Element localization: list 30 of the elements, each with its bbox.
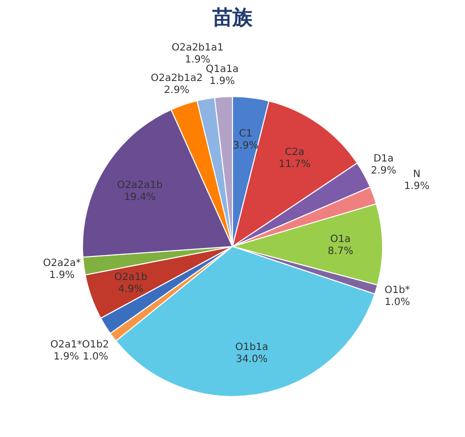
slice-label: O2a1b: [114, 272, 148, 283]
slice-label: C2a: [284, 147, 304, 158]
slice-label: O2a2b1a2: [150, 72, 203, 84]
data-label: 1.9%: [54, 351, 79, 362]
slice-label: D1a: [373, 153, 394, 164]
data-label: 1.9%: [210, 76, 235, 87]
slice-label: N: [413, 168, 421, 180]
chart-title: 苗族: [212, 6, 254, 29]
slice-label: O1b2: [82, 340, 109, 351]
slice-label: O1b*: [384, 284, 410, 296]
data-label: 1.9%: [49, 270, 75, 281]
slice-label: O2a1*: [50, 339, 82, 350]
data-label: 8.7%: [328, 246, 354, 257]
slice-label: Q1a1a: [206, 64, 239, 75]
data-label: 19.4%: [124, 192, 156, 204]
data-label: 1.0%: [384, 296, 410, 308]
slice-label: O2a2b1a1: [172, 42, 224, 54]
data-label: 2.9%: [370, 165, 396, 176]
data-label: 1.9%: [404, 180, 430, 192]
slice-label: O1a: [330, 234, 351, 245]
data-label: 1.0%: [82, 352, 108, 363]
data-label: 2.9%: [164, 84, 190, 96]
data-label: 34.0%: [236, 354, 268, 365]
slice-label: O2a2a*: [43, 258, 81, 269]
data-label: 4.9%: [118, 284, 144, 295]
data-label: 11.7%: [278, 159, 311, 170]
slice-label: O2a2a1b: [117, 180, 163, 192]
slice-label: C1: [239, 128, 252, 140]
slice-label: O1b1a: [235, 342, 268, 353]
data-label: 1.9%: [184, 54, 210, 66]
